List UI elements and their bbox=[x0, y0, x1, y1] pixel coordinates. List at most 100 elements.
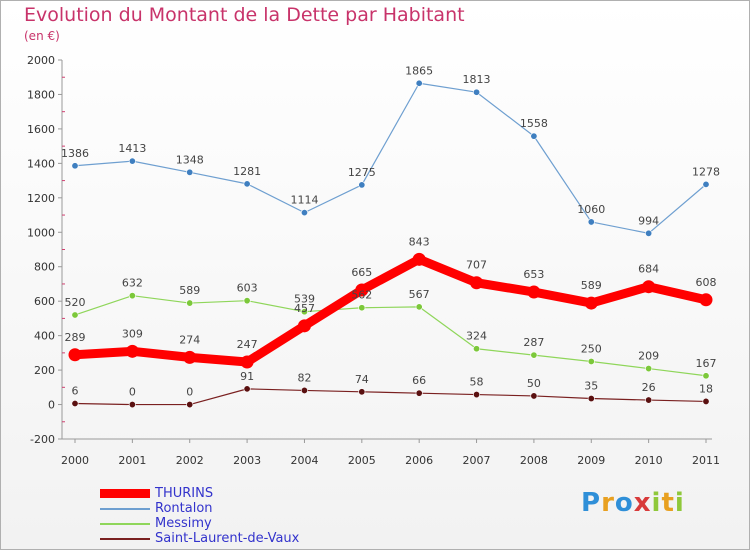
data-label-messimy: 167 bbox=[696, 357, 717, 370]
legend-item: THURINS bbox=[100, 486, 299, 501]
data-point-rontalon bbox=[243, 180, 251, 188]
logo-letter: x bbox=[633, 488, 652, 518]
x-tick-label: 2000 bbox=[61, 454, 89, 467]
legend-swatch bbox=[100, 537, 150, 540]
y-tick-label: 1000 bbox=[27, 226, 55, 239]
series-line-rontalon bbox=[74, 82, 707, 234]
data-point-messimy bbox=[128, 292, 136, 300]
data-label-thurins: 653 bbox=[523, 268, 544, 281]
y-tick-label: 1200 bbox=[27, 192, 55, 205]
data-point-rontalon bbox=[71, 162, 79, 170]
data-label-rontalon: 1275 bbox=[348, 166, 376, 179]
data-label-thurins: 684 bbox=[638, 263, 659, 276]
x-tick-label: 2004 bbox=[290, 454, 318, 467]
data-label-saint-laurent-de-vaux: 82 bbox=[297, 371, 311, 384]
x-tick-label: 2011 bbox=[692, 454, 720, 467]
legend-swatch bbox=[100, 522, 150, 525]
y-tick-label: 800 bbox=[34, 261, 55, 274]
x-tick-label: 2001 bbox=[118, 454, 146, 467]
data-label-saint-laurent-de-vaux: 91 bbox=[240, 370, 254, 383]
data-point-messimy bbox=[645, 365, 653, 373]
x-tick-label: 2010 bbox=[635, 454, 663, 467]
y-tick-label: -200 bbox=[30, 433, 55, 446]
data-label-thurins: 707 bbox=[466, 259, 487, 272]
y-tick-label: 200 bbox=[34, 364, 55, 377]
y-tick-label: 0 bbox=[48, 399, 55, 412]
chart-subtitle: (en €) bbox=[24, 29, 60, 43]
legend-label: Messimy bbox=[155, 516, 212, 531]
data-label-rontalon: 1060 bbox=[577, 203, 605, 216]
data-point-saint-laurent-de-vaux bbox=[702, 397, 710, 405]
data-label-thurins: 289 bbox=[65, 331, 86, 344]
data-label-saint-laurent-de-vaux: 50 bbox=[527, 377, 541, 390]
data-point-thurins bbox=[68, 348, 82, 362]
data-point-thurins bbox=[584, 296, 598, 310]
data-point-messimy bbox=[300, 308, 308, 316]
y-tick-label: 1600 bbox=[27, 123, 55, 136]
legend-label: Saint-Laurent-de-Vaux bbox=[155, 531, 300, 546]
data-point-thurins bbox=[355, 283, 369, 297]
data-point-saint-laurent-de-vaux bbox=[415, 389, 423, 397]
data-point-messimy bbox=[358, 304, 366, 312]
data-label-messimy: 562 bbox=[351, 289, 372, 302]
chart-title: Evolution du Montant de la Dette par Hab… bbox=[24, 4, 465, 26]
data-point-messimy bbox=[71, 311, 79, 319]
legend-item: Saint-Laurent-de-Vaux bbox=[100, 531, 299, 546]
data-point-thurins bbox=[297, 319, 311, 333]
data-label-rontalon: 994 bbox=[638, 214, 659, 227]
logo-letter: i bbox=[674, 488, 685, 518]
y-tick-label: 400 bbox=[34, 330, 55, 343]
data-label-messimy: 209 bbox=[638, 350, 659, 363]
data-label-rontalon: 1114 bbox=[290, 194, 318, 207]
data-point-thurins bbox=[470, 276, 484, 290]
data-point-saint-laurent-de-vaux bbox=[300, 386, 308, 394]
data-point-saint-laurent-de-vaux bbox=[358, 388, 366, 396]
data-label-thurins: 457 bbox=[294, 302, 315, 315]
data-point-saint-laurent-de-vaux bbox=[243, 385, 251, 393]
data-point-rontalon bbox=[645, 229, 653, 237]
x-tick-label: 2009 bbox=[577, 454, 605, 467]
data-label-messimy: 324 bbox=[466, 330, 487, 343]
data-point-rontalon bbox=[702, 180, 710, 188]
data-point-thurins bbox=[183, 350, 197, 364]
y-tick-label: 1800 bbox=[27, 88, 55, 101]
data-point-thurins bbox=[527, 285, 541, 299]
data-label-thurins: 309 bbox=[122, 327, 143, 340]
data-point-messimy bbox=[702, 372, 710, 380]
data-point-rontalon bbox=[300, 209, 308, 217]
data-label-saint-laurent-de-vaux: 58 bbox=[470, 376, 484, 389]
logo-letter: r bbox=[601, 488, 615, 518]
data-label-saint-laurent-de-vaux: 26 bbox=[642, 381, 656, 394]
legend-item: Rontalon bbox=[100, 501, 299, 516]
data-label-saint-laurent-de-vaux: 6 bbox=[72, 385, 79, 398]
data-label-messimy: 589 bbox=[179, 284, 200, 297]
data-label-rontalon: 1813 bbox=[463, 73, 491, 86]
y-tick-label: 2000 bbox=[27, 54, 55, 67]
data-label-messimy: 603 bbox=[237, 282, 258, 295]
data-point-rontalon bbox=[530, 132, 538, 140]
data-label-messimy: 567 bbox=[409, 288, 430, 301]
data-label-rontalon: 1348 bbox=[176, 153, 204, 166]
data-label-saint-laurent-de-vaux: 66 bbox=[412, 374, 426, 387]
x-tick-label: 2002 bbox=[176, 454, 204, 467]
data-label-saint-laurent-de-vaux: 0 bbox=[129, 386, 136, 399]
legend-label: Rontalon bbox=[155, 501, 213, 516]
data-point-rontalon bbox=[358, 181, 366, 189]
proxiti-logo: Proxiti bbox=[581, 488, 685, 518]
data-label-thurins: 665 bbox=[351, 266, 372, 279]
legend-swatch bbox=[100, 489, 150, 498]
data-label-messimy: 250 bbox=[581, 342, 602, 355]
data-point-saint-laurent-de-vaux bbox=[186, 401, 194, 409]
series-line-thurins bbox=[70, 254, 711, 367]
x-tick-label: 2008 bbox=[520, 454, 548, 467]
data-point-saint-laurent-de-vaux bbox=[128, 401, 136, 409]
data-point-thurins bbox=[240, 355, 254, 369]
data-point-messimy bbox=[587, 357, 595, 365]
data-label-thurins: 843 bbox=[409, 235, 430, 248]
data-label-thurins: 608 bbox=[696, 276, 717, 289]
y-tick-label: 600 bbox=[34, 295, 55, 308]
data-label-messimy: 632 bbox=[122, 277, 143, 290]
data-point-rontalon bbox=[473, 88, 481, 96]
x-tick-label: 2007 bbox=[463, 454, 491, 467]
